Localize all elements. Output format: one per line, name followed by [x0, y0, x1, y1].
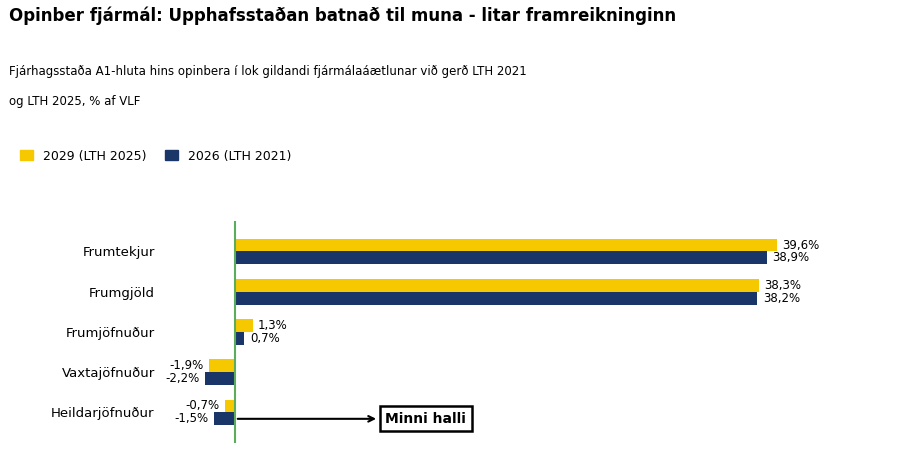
Bar [235, 279, 759, 292]
Text: 38,9%: 38,9% [772, 251, 810, 265]
Text: og LTH 2025, % af VLF: og LTH 2025, % af VLF [9, 95, 140, 107]
Text: -0,7%: -0,7% [185, 399, 220, 413]
Text: 38,3%: 38,3% [764, 279, 801, 292]
Text: -1,5%: -1,5% [175, 412, 209, 426]
Bar [235, 292, 758, 305]
Text: -2,2%: -2,2% [165, 372, 199, 385]
Bar [235, 332, 245, 345]
Legend: 2029 (LTH 2025), 2026 (LTH 2021): 2029 (LTH 2025), 2026 (LTH 2021) [15, 145, 296, 167]
Text: 39,6%: 39,6% [782, 238, 819, 252]
Text: Minni halli: Minni halli [238, 412, 466, 426]
Bar [235, 319, 253, 332]
Bar [235, 239, 777, 251]
Text: 1,3%: 1,3% [258, 319, 288, 332]
Text: 0,7%: 0,7% [250, 332, 280, 345]
Text: -1,9%: -1,9% [169, 359, 203, 372]
Text: Opinber fjármál: Upphafsstaðan batnað til muna - litar framreikninginn: Opinber fjármál: Upphafsstaðan batnað ti… [9, 7, 676, 25]
Bar [235, 251, 767, 264]
Bar [209, 359, 235, 372]
Bar [205, 372, 235, 385]
Text: 38,2%: 38,2% [763, 292, 800, 305]
Bar [225, 400, 235, 413]
Bar [214, 413, 235, 425]
Text: Fjárhagsstaða A1-hluta hins opinbera í lok gildandi fjármálaáætlunar við gerð LT: Fjárhagsstaða A1-hluta hins opinbera í l… [9, 65, 526, 77]
